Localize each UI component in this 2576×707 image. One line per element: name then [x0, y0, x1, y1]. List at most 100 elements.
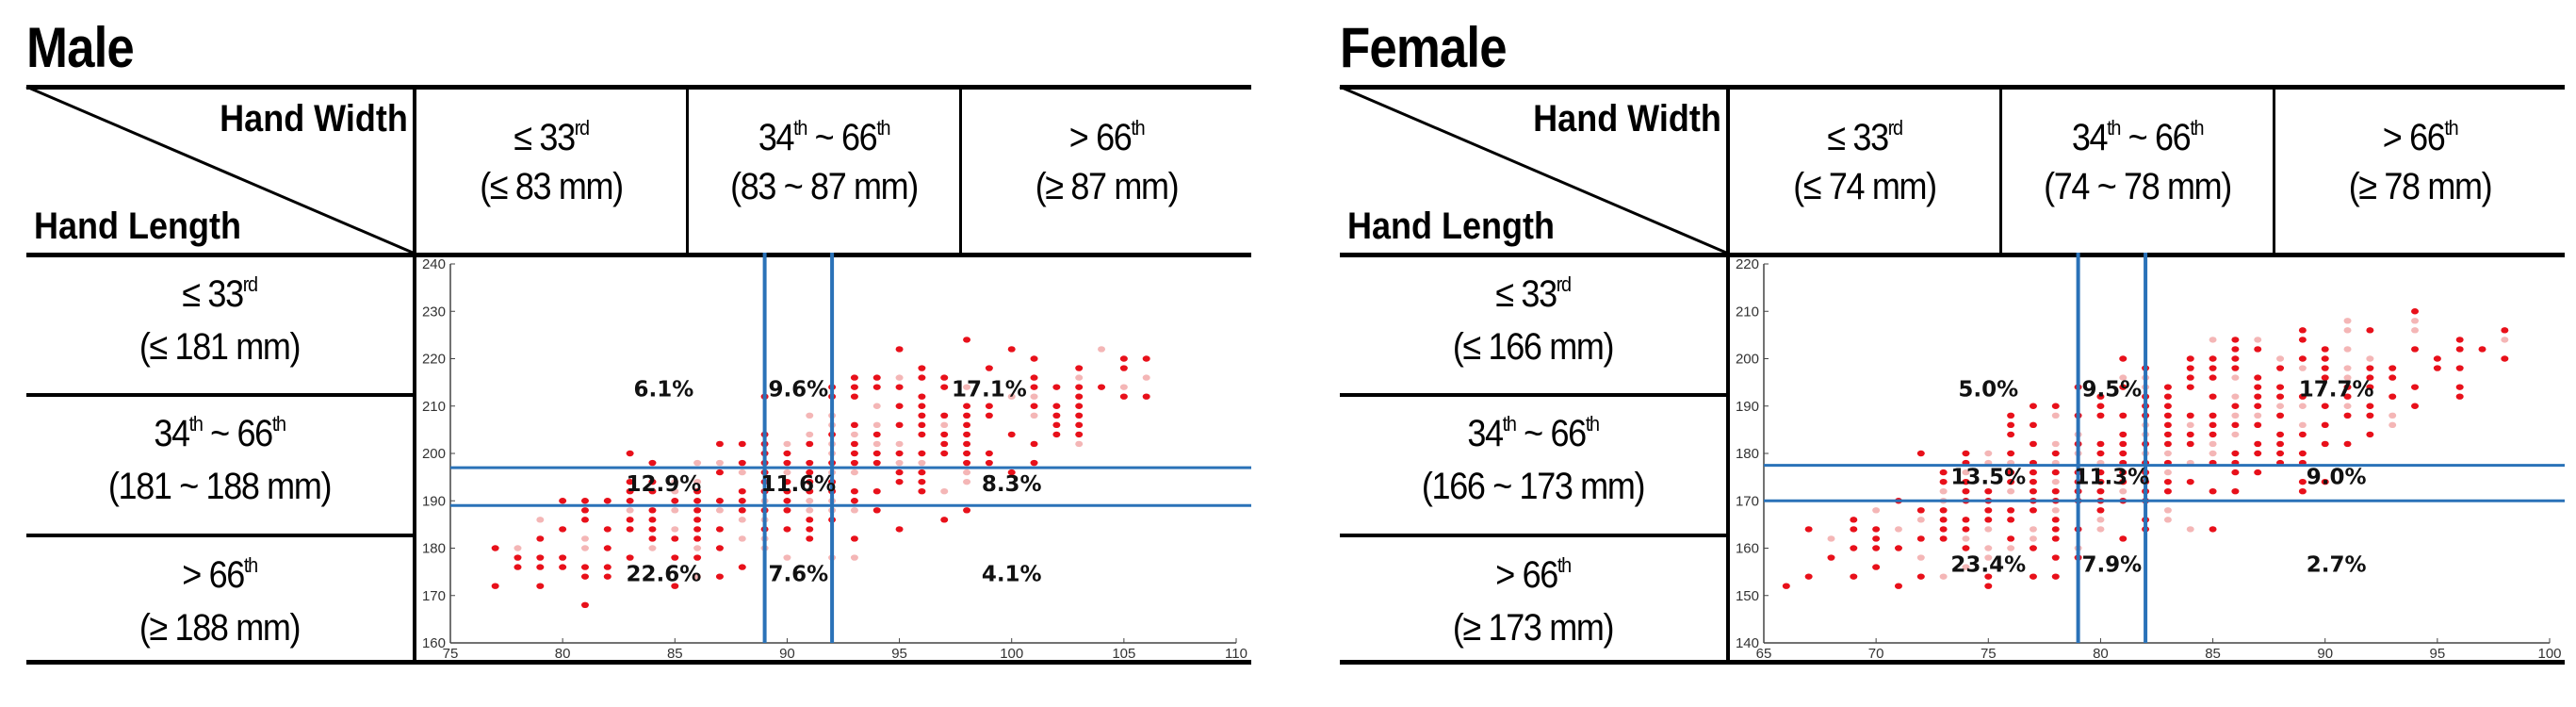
data-point [2096, 478, 2105, 485]
percentile-line: > 66th [2290, 113, 2550, 162]
data-point [648, 478, 657, 485]
data-point [648, 517, 657, 523]
data-point [2051, 469, 2060, 476]
data-point [2119, 355, 2128, 362]
data-point [2298, 450, 2307, 457]
data-point [559, 564, 567, 570]
data-point [2343, 403, 2352, 409]
data-point [1804, 526, 1813, 533]
data-point [1939, 507, 1948, 514]
data-point [738, 469, 746, 476]
data-point [895, 421, 904, 429]
data-point [580, 564, 589, 570]
data-point [626, 498, 634, 504]
data-point [1962, 488, 1970, 495]
data-point [1007, 393, 1016, 400]
data-point [1782, 583, 1790, 589]
data-point [963, 403, 971, 409]
data-point [2007, 545, 2015, 551]
data-point [2343, 318, 2352, 324]
data-point [783, 450, 791, 457]
data-point [2186, 478, 2194, 485]
data-point [850, 507, 858, 514]
x-tick-label: 75 [1981, 646, 1997, 662]
column-divider [959, 85, 962, 255]
data-point [872, 384, 881, 390]
header-bottom-rule [1340, 253, 2565, 257]
data-point [693, 478, 702, 485]
data-point [2455, 337, 2464, 343]
data-point [2163, 421, 2172, 429]
data-point [1850, 526, 1858, 533]
data-point [1142, 355, 1150, 362]
data-point [1052, 431, 1061, 438]
table-bottom-rule [1340, 660, 2565, 665]
cell-percentage: 9.0% [2307, 466, 2367, 490]
table-bottom-rule [26, 660, 1251, 665]
width-column-header: > 66th (≥ 78 mm) [2290, 113, 2550, 211]
data-point [2501, 327, 2509, 334]
length-row-header: 34th ~ 66th (166 ~ 173 mm) [1360, 407, 1707, 513]
data-point [918, 431, 926, 438]
data-point [895, 403, 904, 409]
data-point [2366, 374, 2374, 381]
data-point [895, 526, 904, 533]
data-point [2321, 478, 2329, 485]
data-point [872, 488, 881, 495]
data-point [2276, 431, 2285, 438]
data-point [2411, 327, 2420, 334]
data-point [872, 403, 881, 409]
data-point [2029, 469, 2037, 476]
y-tick-label: 160 [422, 635, 446, 651]
data-point [2298, 393, 2307, 400]
data-point [580, 573, 589, 580]
data-point [2163, 440, 2172, 448]
data-point [2051, 517, 2060, 523]
percentile-line: ≤ 33rd [430, 113, 672, 162]
data-point [1075, 412, 1084, 419]
data-point [1007, 469, 1016, 476]
data-point [2389, 421, 2397, 429]
data-point [626, 554, 634, 561]
data-point [559, 498, 567, 504]
cell-percentage: 5.0% [1958, 378, 2018, 403]
percentile-line: 34th ~ 66th [46, 407, 394, 460]
data-point [1007, 346, 1016, 353]
data-point [603, 564, 611, 570]
data-point [985, 365, 993, 371]
data-point [2343, 365, 2352, 371]
data-point [940, 412, 949, 419]
x-tick-label: 105 [1112, 646, 1135, 662]
data-point [1030, 393, 1038, 400]
data-point [2321, 355, 2329, 362]
data-point [850, 459, 858, 467]
data-point [2096, 412, 2105, 419]
data-point [1007, 431, 1016, 438]
data-point [1894, 545, 1902, 551]
data-point [895, 469, 904, 476]
data-point [2366, 365, 2374, 371]
data-point [2186, 384, 2194, 390]
data-point [895, 384, 904, 390]
data-point [783, 440, 791, 448]
y-tick-label: 150 [1736, 588, 1759, 604]
data-point [2298, 478, 2307, 485]
data-point [2254, 469, 2262, 476]
x-tick-label: 85 [2205, 646, 2221, 662]
length-row-header: > 66th (≥ 173 mm) [1360, 549, 1707, 654]
data-point [2163, 517, 2172, 523]
data-point [2366, 327, 2374, 334]
scatter-plot: 75 80 85 90 95 100 105 110 160 170 180 190 200 210 220… [422, 253, 1251, 662]
percentile-text: > 66 [1495, 554, 1558, 596]
data-point [1850, 545, 1858, 551]
width-column-header: ≤ 33rd (≤ 83 mm) [430, 113, 672, 211]
data-point [1939, 478, 1948, 485]
data-point [2209, 393, 2217, 400]
data-point [2343, 412, 2352, 419]
data-point [1984, 545, 1993, 551]
percentile-text: ≤ 33 [182, 273, 244, 315]
data-point [2096, 450, 2105, 457]
data-point [715, 498, 724, 504]
data-point [2051, 412, 2060, 419]
data-point [2231, 355, 2240, 362]
